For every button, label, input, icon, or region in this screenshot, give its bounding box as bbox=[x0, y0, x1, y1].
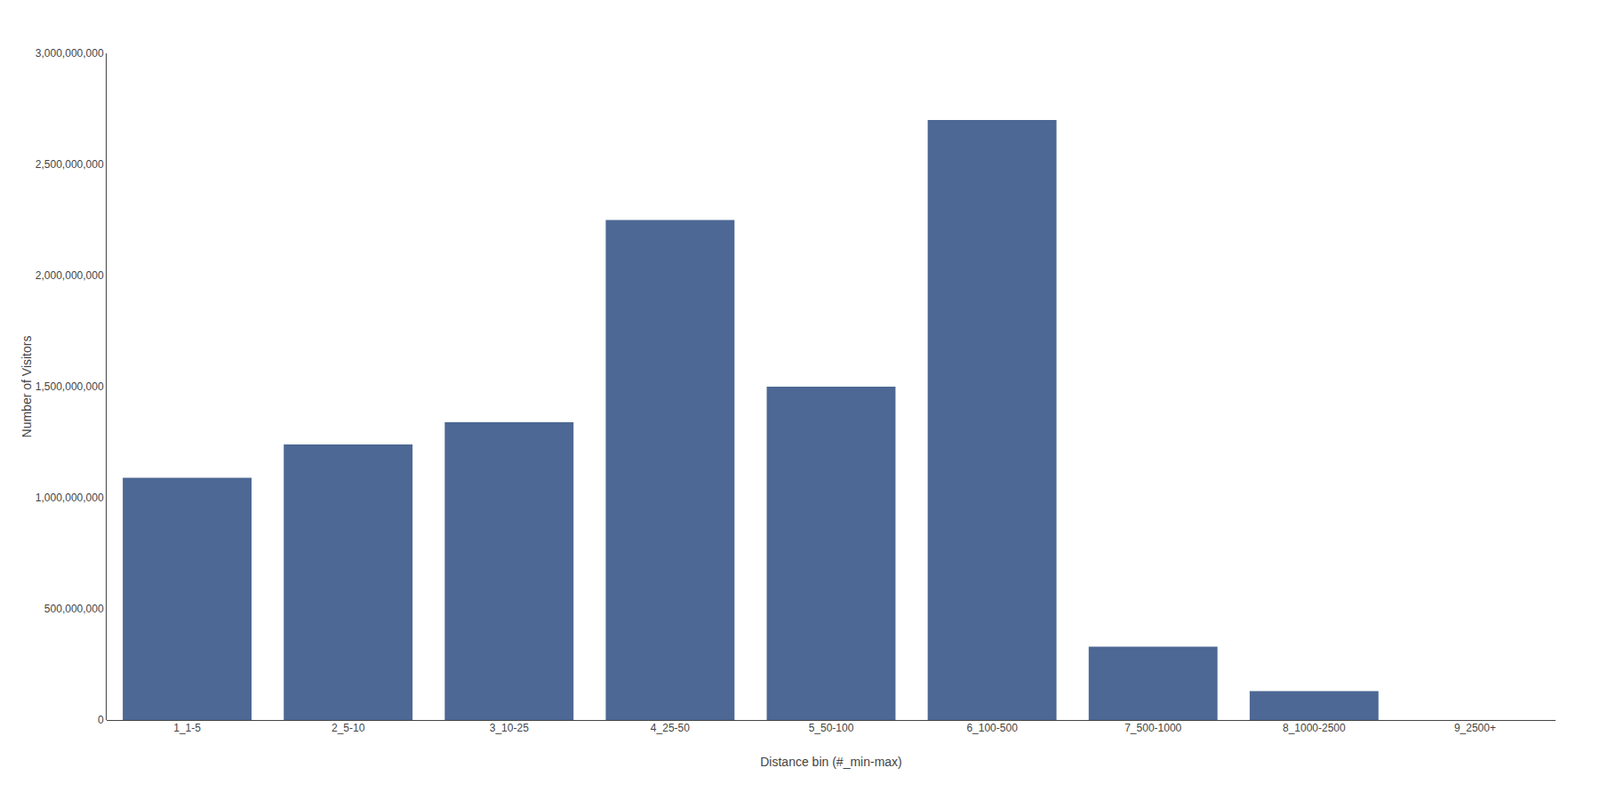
svg-text:Number of Visitors: Number of Visitors bbox=[19, 336, 34, 439]
svg-text:6_100-500: 6_100-500 bbox=[966, 721, 1018, 735]
svg-text:0: 0 bbox=[97, 713, 104, 727]
svg-text:1,000,000,000: 1,000,000,000 bbox=[35, 491, 104, 504]
svg-text:1,500,000,000: 1,500,000,000 bbox=[35, 380, 104, 393]
svg-text:3,000,000,000: 3,000,000,000 bbox=[35, 47, 104, 60]
svg-text:1_1-5: 1_1-5 bbox=[173, 721, 201, 735]
svg-text:2,000,000,000: 2,000,000,000 bbox=[35, 269, 104, 282]
svg-text:3_10-25: 3_10-25 bbox=[489, 721, 529, 735]
svg-text:Distance bin (#_min-max): Distance bin (#_min-max) bbox=[760, 754, 903, 769]
svg-text:5_50-100: 5_50-100 bbox=[808, 721, 855, 735]
svg-text:4_25-50: 4_25-50 bbox=[650, 721, 690, 735]
svg-text:8_1000-2500: 8_1000-2500 bbox=[1282, 721, 1346, 735]
svg-text:2,500,000,000: 2,500,000,000 bbox=[35, 158, 104, 171]
svg-text:7_500-1000: 7_500-1000 bbox=[1124, 721, 1182, 735]
svg-text:500,000,000: 500,000,000 bbox=[44, 602, 104, 616]
svg-text:2_5-10: 2_5-10 bbox=[331, 721, 366, 735]
svg-text:9_2500+: 9_2500+ bbox=[1454, 721, 1496, 735]
